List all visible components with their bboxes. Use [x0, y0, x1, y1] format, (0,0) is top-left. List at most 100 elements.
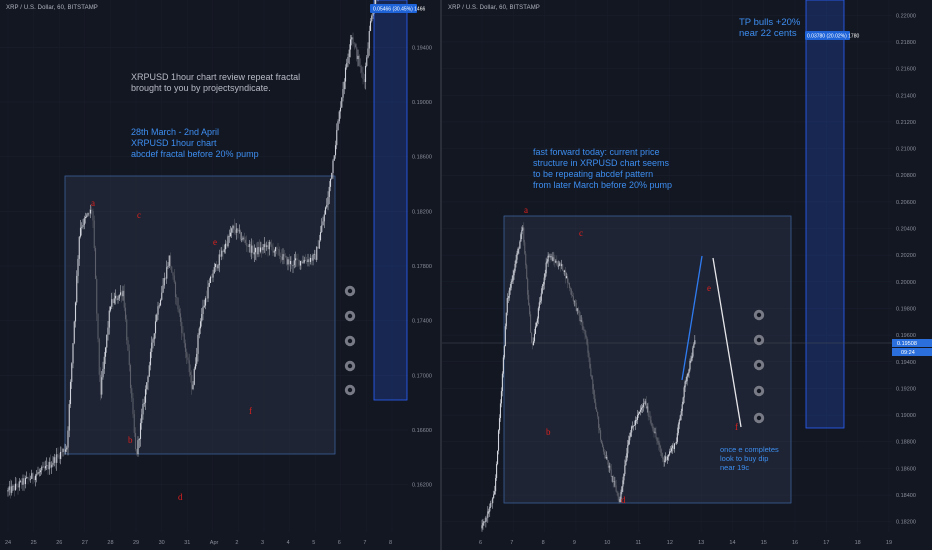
- candle-body: [656, 437, 658, 441]
- candle-body: [303, 259, 305, 263]
- right-chart-panel[interactable]: 0.22000 0.21800 0.21600 0.21400 0.21200 0.210…: [442, 0, 932, 550]
- left-measure-box[interactable]: [373, 0, 408, 401]
- candle-body: [252, 245, 254, 255]
- candle-body: [59, 451, 62, 459]
- candle-body: [524, 242, 526, 254]
- candle-body: [666, 456, 668, 460]
- candle-body: [547, 255, 549, 262]
- candle-body: [216, 263, 218, 269]
- candle-body: [124, 307, 127, 320]
- candle-body: [577, 308, 579, 311]
- right-event-markers[interactable]: [753, 309, 765, 424]
- right-label-a: a: [524, 205, 528, 215]
- event-marker-dot: [756, 362, 762, 368]
- candle-body: [323, 214, 325, 222]
- candle-body: [136, 449, 138, 455]
- date-tick-label: 25: [31, 540, 37, 546]
- left-event-markers[interactable]: [344, 285, 356, 396]
- candle-body: [128, 350, 130, 366]
- candle-body: [321, 225, 323, 233]
- candle-body: [658, 442, 660, 445]
- candle-body: [585, 334, 587, 338]
- candle-body: [122, 290, 124, 297]
- candle-body: [499, 403, 502, 419]
- candle-body: [531, 332, 533, 343]
- candle-body: [564, 270, 566, 272]
- candle-body: [552, 257, 554, 261]
- candle-body: [84, 217, 87, 219]
- candle-body: [686, 375, 688, 382]
- candle-body: [71, 363, 73, 382]
- candle-body: [353, 43, 355, 45]
- price-tick-label: 0.20600: [896, 200, 916, 206]
- candle-body: [352, 37, 354, 44]
- price-tick-label: 0.18400: [896, 493, 916, 499]
- candle-body: [198, 328, 200, 335]
- candle-body: [196, 353, 198, 364]
- left-time-axis: 24 25 26 27 28 29 30 31 Apr 2 3 4 5 6 7 8: [0, 532, 408, 550]
- left-candlestick-chart[interactable]: 0.19400 0.19000 0.18600 0.18200 0.17800 0.174…: [0, 0, 440, 550]
- candle-body: [322, 221, 324, 226]
- candle-body: [348, 49, 350, 58]
- candle-body: [161, 292, 163, 300]
- candle-body: [9, 486, 12, 493]
- candle-body: [341, 97, 343, 108]
- candle-body: [366, 57, 368, 66]
- candle-body: [628, 440, 630, 446]
- candle-body: [23, 478, 25, 485]
- candle-body: [600, 430, 602, 440]
- candle-body: [496, 464, 498, 479]
- candle-body: [103, 356, 105, 369]
- candle-body: [332, 160, 334, 173]
- candle-body: [644, 401, 646, 405]
- right-measure-box[interactable]: [805, 0, 845, 429]
- candle-body: [636, 415, 639, 420]
- candle-body: [313, 254, 315, 255]
- candle-body: [567, 282, 570, 284]
- candle-body: [194, 363, 197, 369]
- right-candlestick-chart[interactable]: 0.22000 0.21800 0.21600 0.21400 0.21200 0.210…: [442, 0, 932, 550]
- date-tick-label: 24: [5, 540, 11, 546]
- candle-body: [583, 329, 585, 331]
- candle-body: [516, 253, 518, 260]
- candle-body: [279, 255, 282, 257]
- candle-body: [339, 107, 342, 112]
- candle-body: [69, 381, 72, 405]
- candle-body: [57, 454, 59, 456]
- candle-body: [73, 321, 75, 344]
- candle-body: [209, 276, 212, 283]
- date-tick-label: 9: [573, 540, 576, 546]
- candle-body: [659, 444, 661, 448]
- candle-body: [42, 466, 44, 468]
- candle-body: [664, 460, 666, 462]
- candle-body: [282, 254, 284, 260]
- candle-body: [558, 265, 560, 267]
- candle-body: [371, 15, 373, 22]
- date-tick-label: 14: [729, 540, 735, 546]
- event-marker-dot: [347, 288, 353, 294]
- candle-body: [278, 249, 280, 256]
- candle-body: [68, 404, 70, 431]
- candle-body: [143, 402, 145, 404]
- candle-body: [82, 224, 84, 227]
- candle-body: [304, 259, 307, 261]
- candle-body: [98, 339, 100, 375]
- left-measure-tag: [370, 4, 417, 13]
- candle-body: [690, 360, 692, 362]
- candle-body: [617, 493, 619, 497]
- candle-body: [615, 485, 617, 492]
- candle-body: [647, 406, 649, 416]
- candle-body: [572, 296, 574, 302]
- left-fractal-box[interactable]: [64, 175, 336, 455]
- candle-body: [247, 246, 249, 247]
- date-tick-label: 6: [479, 540, 482, 546]
- date-tick-label: 15: [761, 540, 767, 546]
- left-chart-panel[interactable]: 0.19400 0.19000 0.18600 0.18200 0.17800 0.174…: [0, 0, 440, 550]
- left-label-c: c: [137, 210, 141, 220]
- candle-body: [573, 300, 575, 302]
- candle-body: [544, 273, 546, 278]
- candle-body: [591, 375, 593, 380]
- event-marker-dot: [347, 338, 353, 344]
- candle-body: [7, 490, 9, 492]
- right-fractal-box[interactable]: [503, 215, 792, 504]
